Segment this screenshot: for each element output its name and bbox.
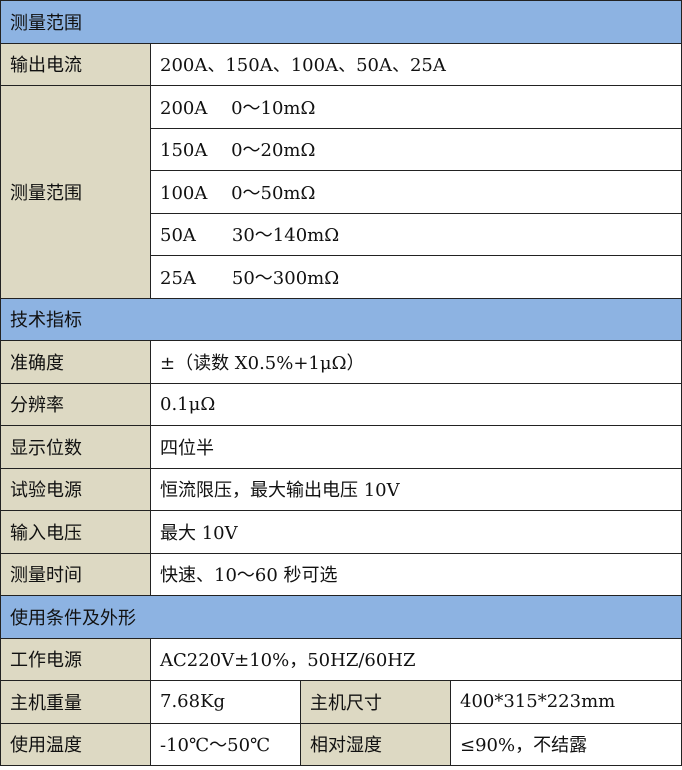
row-value: 快速、10～60 秒可选 xyxy=(150,552,682,596)
row-value: 100A 0～50mΩ xyxy=(150,170,682,214)
row-value-2: ≤90%，不结露 xyxy=(450,722,682,766)
row-label: 主机重量 xyxy=(0,680,151,724)
section-header-row: 技术指标 xyxy=(0,297,682,341)
row-label: 试验电源 xyxy=(0,467,151,511)
table-row: 100A 0～50mΩ xyxy=(1,170,682,214)
row-value: 最大 10V xyxy=(150,510,682,554)
row-value: 0.1μΩ xyxy=(150,382,682,426)
table-row: 150A 0～20mΩ xyxy=(1,127,682,171)
table-row: 准确度 ±（读数 X0.5%+1μΩ） xyxy=(0,340,682,384)
row-label-2: 主机尺寸 xyxy=(300,680,451,724)
row-label: 显示位数 xyxy=(0,425,151,469)
row-value: 200A 0～10mΩ xyxy=(150,85,682,129)
row-value: 四位半 xyxy=(150,425,682,469)
table-row: 分辨率 0.1μΩ xyxy=(0,382,682,426)
section-title: 使用条件及外形 xyxy=(0,595,682,639)
row-value-2: 400*315*223mm xyxy=(450,680,682,724)
row-label-2: 相对湿度 xyxy=(300,722,451,766)
section-header-row: 使用条件及外形 xyxy=(0,595,682,639)
row-label: 使用温度 xyxy=(0,722,151,766)
row-value: 25A 50～300mΩ xyxy=(150,255,682,299)
section-title: 技术指标 xyxy=(0,297,682,341)
table-row: 测量范围 200A 0～10mΩ xyxy=(0,85,682,299)
row-value: 7.68Kg xyxy=(150,680,301,724)
row-label: 测量时间 xyxy=(0,552,151,596)
row-label: 分辨率 xyxy=(0,382,151,426)
row-value: ±（读数 X0.5%+1μΩ） xyxy=(150,340,682,384)
table-row: 工作电源 AC220V±10%，50HZ/60HZ xyxy=(0,637,682,681)
row-label: 工作电源 xyxy=(0,637,151,681)
row-value: 恒流限压，最大输出电压 10V xyxy=(150,467,682,511)
row-value: 50A 30～140mΩ xyxy=(150,212,682,256)
table-row: 主机重量 7.68Kg 主机尺寸 400*315*223mm xyxy=(0,680,682,724)
table-row: 显示位数 四位半 xyxy=(0,425,682,469)
row-value: -10℃～50℃ xyxy=(150,722,301,766)
row-value: 200A、150A、100A、50A、25A xyxy=(150,42,682,86)
section-header-row: 测量范围 xyxy=(0,0,682,44)
table-row: 输入电压 最大 10V xyxy=(0,510,682,554)
row-value: 150A 0～20mΩ xyxy=(150,127,682,171)
row-label: 测量范围 xyxy=(0,85,151,299)
table-row: 试验电源 恒流限压，最大输出电压 10V xyxy=(0,467,682,511)
table-row: 50A 30～140mΩ xyxy=(1,212,682,256)
table-row: 测量时间 快速、10～60 秒可选 xyxy=(0,552,682,596)
table-row: 使用温度 -10℃～50℃ 相对湿度 ≤90%，不结露 xyxy=(0,722,682,766)
table-row: 25A 50～300mΩ xyxy=(1,255,682,299)
row-value: AC220V±10%，50HZ/60HZ xyxy=(150,637,682,681)
section-title: 测量范围 xyxy=(0,0,682,44)
table-row: 输出电流 200A、150A、100A、50A、25A xyxy=(0,42,682,86)
row-label: 输出电流 xyxy=(0,42,151,86)
row-label: 准确度 xyxy=(0,340,151,384)
row-label: 输入电压 xyxy=(0,510,151,554)
